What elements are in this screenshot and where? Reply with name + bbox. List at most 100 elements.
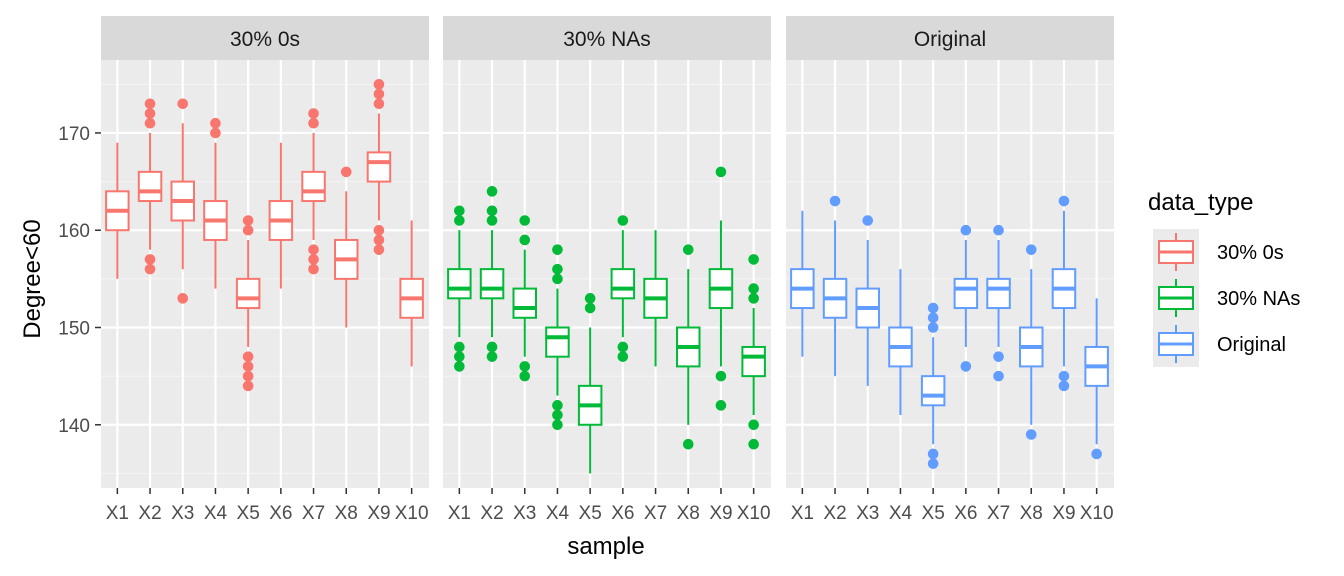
outlier-point (993, 351, 1004, 362)
x-tick-label: X10 (1080, 503, 1114, 524)
outlier-point (373, 98, 385, 110)
facet-strip-label: 30% NAs (563, 28, 651, 51)
outlier-point (373, 224, 385, 236)
y-tick-label: 140 (58, 416, 90, 437)
outlier-point (308, 254, 319, 265)
box-X1 (105, 142, 130, 279)
outlier-point (927, 312, 939, 324)
box-X8 (334, 166, 359, 328)
outlier-point (373, 244, 385, 255)
x-tick-label: X5 (237, 503, 260, 524)
x-tick-label: X8 (677, 503, 700, 524)
y-tick-label: 150 (58, 319, 90, 340)
outlier-point (519, 234, 531, 246)
box-X6 (610, 215, 636, 362)
x-tick-label: X2 (480, 503, 503, 524)
outlier-point (552, 409, 563, 421)
outlier-point (486, 215, 498, 226)
outlier-point (454, 351, 465, 362)
outlier-point (454, 205, 465, 217)
x-tick-label: X1 (448, 503, 471, 524)
outlier-point (715, 400, 727, 411)
box-X9 (1051, 195, 1077, 392)
x-tick-label: X6 (611, 503, 634, 524)
box-iqr (920, 375, 946, 407)
outlier-point (177, 293, 189, 304)
outlier-point (486, 186, 498, 197)
outlier-point (373, 79, 385, 90)
x-tick-label: X8 (335, 503, 358, 524)
outlier-point (340, 166, 352, 178)
box-X3 (855, 215, 880, 386)
facet-strip (786, 16, 1114, 60)
outlier-point (715, 370, 727, 382)
x-tick-label: X6 (954, 503, 977, 524)
outlier-point (552, 273, 563, 285)
outlier-point (748, 283, 759, 294)
legend-label: 30% 0s (1217, 242, 1284, 264)
legend-key-1 (1153, 229, 1199, 275)
outlier-point (373, 88, 385, 100)
axes: sample Degree<60 140 150 160 170 (19, 124, 645, 560)
legend-key-3 (1153, 321, 1199, 367)
box-iqr (741, 345, 766, 378)
outlier-point (617, 351, 629, 362)
box-X10 (1084, 298, 1109, 460)
outlier-point (486, 351, 498, 362)
box-iqr (447, 268, 472, 300)
facet-strip (101, 16, 429, 60)
box-iqr (545, 326, 570, 358)
outlier-point (242, 380, 254, 392)
outlier-point (927, 322, 939, 333)
box-X8 (676, 244, 701, 450)
facet-panel-2: 30% NAs X1 X2 X3 X4 X5 X6 X7 X8 X9 X10 (443, 16, 771, 524)
outlier-point (927, 448, 939, 460)
outlier-point (1091, 448, 1102, 460)
y-tick-label: 160 (58, 221, 90, 242)
outlier-point (1058, 370, 1070, 382)
outlier-point (748, 254, 759, 265)
outlier-point (242, 224, 254, 236)
box-X7 (986, 224, 1011, 382)
box-X7 (301, 108, 326, 275)
outlier-point (748, 419, 759, 431)
box-X2 (479, 186, 505, 362)
facet-panel-1: 30% 0s X1 X2 X3 X4 X5 X6 X7 X8 X9 X10 (101, 16, 429, 524)
box-X5 (920, 302, 946, 469)
outlier-point (308, 117, 319, 129)
outlier-point (210, 127, 221, 139)
outlier-point (454, 361, 465, 372)
outlier-point (242, 215, 254, 226)
box-X4 (888, 269, 913, 416)
box-X4 (203, 117, 228, 289)
outlier-point (242, 370, 254, 382)
x-tick-label: X1 (106, 503, 129, 524)
box-X2 (822, 195, 848, 377)
box-X3 (170, 98, 195, 304)
outlier-point (373, 234, 385, 246)
x-tick-label: X9 (367, 503, 390, 524)
x-tick-label: X4 (204, 503, 228, 524)
box-X10 (741, 254, 766, 450)
x-tick-label: X5 (579, 503, 602, 524)
box-iqr (610, 268, 636, 300)
x-tick-label: X7 (302, 503, 325, 524)
panel-background (101, 60, 429, 488)
box-iqr (953, 277, 979, 310)
outlier-point (144, 254, 156, 265)
outlier-point (927, 458, 939, 469)
x-tick-label: X2 (138, 503, 161, 524)
box-iqr (479, 268, 505, 300)
box-X1 (447, 205, 472, 372)
outlier-point (242, 361, 254, 372)
facet-strip (443, 16, 771, 60)
outlier-point (1025, 244, 1037, 255)
outlier-point (454, 215, 465, 226)
box-X6 (268, 142, 294, 289)
outlier-point (210, 117, 221, 129)
outlier-point (454, 341, 465, 353)
box-X1 (790, 210, 815, 357)
legend-title: data_type (1148, 189, 1253, 216)
